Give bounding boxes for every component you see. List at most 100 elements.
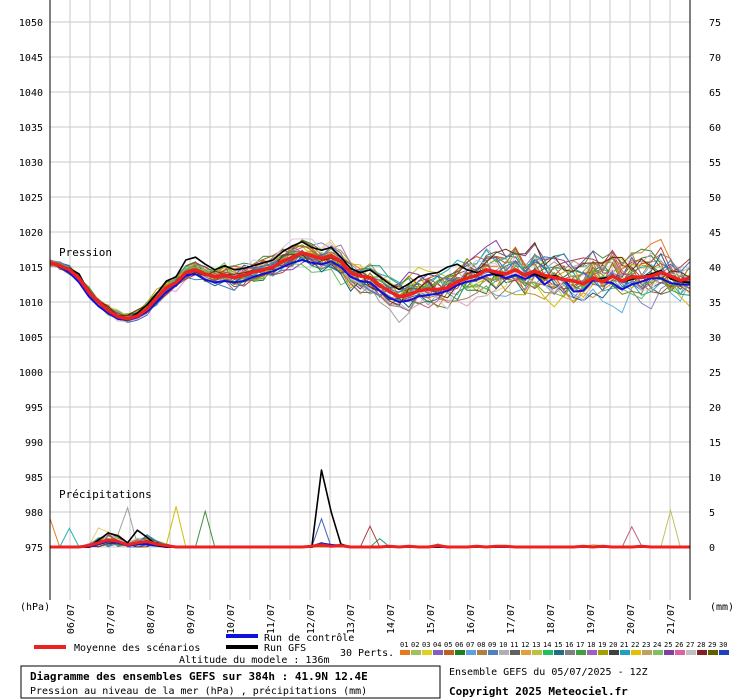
member-number: 18	[587, 641, 595, 649]
right-tick-label: 25	[709, 368, 721, 379]
member-number: 07	[466, 641, 474, 649]
right-tick-label: 65	[709, 88, 721, 99]
member-swatch	[686, 650, 696, 655]
control-pressure-line	[49, 259, 690, 322]
member-number: 01	[400, 641, 408, 649]
member-swatch	[411, 650, 421, 655]
left-tick-label: 1050	[19, 18, 43, 29]
member-number: 03	[422, 641, 430, 649]
mean-pressure-line	[49, 251, 691, 321]
left-tick-label: 995	[25, 403, 43, 414]
grid-lines	[50, 0, 690, 600]
member-swatch	[653, 650, 663, 655]
precip-annotation: Précipitations	[59, 488, 152, 501]
member-number: 19	[598, 641, 606, 649]
member-swatch	[631, 650, 641, 655]
right-tick-label: 30	[709, 333, 721, 344]
x-tick-label: 10/07	[226, 604, 237, 634]
altitude-label: Altitude du modele : 136m	[179, 655, 330, 666]
legend: Moyenne des scénarios Run de contrôle Ru…	[34, 632, 729, 666]
legend-control-swatch	[226, 634, 258, 638]
legend-control-label: Run de contrôle	[264, 632, 354, 644]
right-tick-label: 35	[709, 298, 721, 309]
right-tick-label: 70	[709, 53, 721, 64]
right-tick-label: 45	[709, 228, 721, 239]
member-swatch	[488, 650, 498, 655]
member-number: 20	[609, 641, 617, 649]
right-tick-label: 55	[709, 158, 721, 169]
x-tick-label: 14/07	[386, 604, 397, 634]
member-swatch	[433, 650, 443, 655]
right-tick-label: 15	[709, 438, 721, 449]
x-tick-label: 13/07	[346, 604, 357, 634]
right-tick-label: 0	[709, 543, 715, 554]
member-number: 08	[477, 641, 485, 649]
member-number: 02	[411, 641, 419, 649]
mean-precip-line	[50, 538, 690, 549]
member-swatch	[466, 650, 476, 655]
member-swatch	[510, 650, 520, 655]
member-swatch	[455, 650, 465, 655]
right-tick-label: 50	[709, 193, 721, 204]
member-number: 22	[631, 641, 639, 649]
member-number: 16	[565, 641, 573, 649]
member-number: 05	[444, 641, 452, 649]
member-swatch	[609, 650, 619, 655]
x-tick-label: 08/07	[146, 604, 157, 634]
member-number: 24	[653, 641, 661, 649]
pressure-annotation: Pression	[59, 246, 112, 259]
member-pressure-line	[49, 238, 691, 322]
member-swatch	[400, 650, 410, 655]
legend-mean-swatch	[34, 645, 66, 649]
member-number: 09	[488, 641, 496, 649]
legend-mean-label: Moyenne des scénarios	[74, 642, 200, 654]
member-swatch	[620, 650, 630, 655]
member-swatches: 01 02 03 04 05 06 07 08 09 10 11 12 13 14 15 16 17 18 19 20…	[400, 641, 729, 655]
member-swatch	[675, 650, 685, 655]
left-tick-label: 990	[25, 438, 43, 449]
member-swatch	[664, 650, 674, 655]
right-tick-label: 60	[709, 123, 721, 134]
member-swatch	[532, 650, 542, 655]
right-tick-label: 40	[709, 263, 721, 274]
member-swatch	[565, 650, 575, 655]
member-number: 29	[708, 641, 716, 649]
left-tick-label: 985	[25, 473, 43, 484]
x-tick-label: 20/07	[626, 604, 637, 634]
x-tick-label: 11/07	[266, 604, 277, 634]
left-tick-label: 980	[25, 508, 43, 519]
member-swatch	[543, 650, 553, 655]
right-tick-label: 20	[709, 403, 721, 414]
member-swatch	[444, 650, 454, 655]
x-tick-label: 16/07	[466, 604, 477, 634]
member-swatch	[697, 650, 707, 655]
left-tick-label: 1025	[19, 193, 43, 204]
x-tick-label: 09/07	[186, 604, 197, 634]
member-number: 21	[620, 641, 628, 649]
member-number: 04	[433, 641, 441, 649]
left-tick-label: 1045	[19, 53, 43, 64]
right-tick-label: 10	[709, 473, 721, 484]
left-axis-unit: (hPa)	[20, 602, 50, 613]
legend-gfs-swatch	[226, 645, 258, 649]
member-swatch	[422, 650, 432, 655]
run-label: Ensemble GEFS du 05/07/2025 - 12Z	[449, 667, 648, 678]
member-swatch	[521, 650, 531, 655]
x-tick-label: 06/07	[66, 604, 77, 634]
right-tick-label: 5	[709, 508, 715, 519]
member-swatch	[719, 650, 729, 655]
member-number: 15	[554, 641, 562, 649]
x-tick-label: 12/07	[306, 604, 317, 634]
left-tick-label: 1020	[19, 228, 43, 239]
footer-title: Diagramme des ensembles GEFS sur 384h : …	[30, 670, 368, 683]
member-number: 28	[697, 641, 705, 649]
member-number: 10	[499, 641, 507, 649]
member-swatch	[708, 650, 718, 655]
member-swatch	[576, 650, 586, 655]
x-tick-label: 07/07	[106, 604, 117, 634]
member-number: 14	[543, 641, 551, 649]
x-tick-label: 19/07	[586, 604, 597, 634]
right-axis-unit: (mm)	[710, 602, 734, 613]
member-number: 23	[642, 641, 650, 649]
